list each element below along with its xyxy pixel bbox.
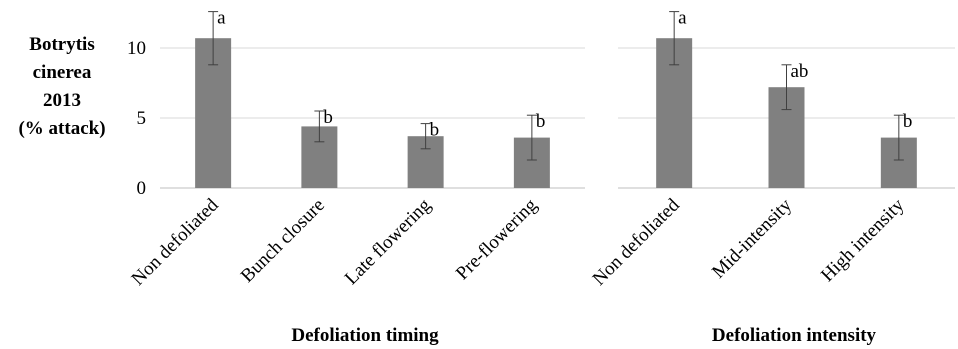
category-label: Non defoliated xyxy=(589,194,684,289)
significance-letter: b xyxy=(323,107,333,128)
category-label: Pre-flowering xyxy=(452,194,542,284)
y-axis-label: Botrytis cinerea 2013 (% attack) xyxy=(18,34,105,139)
category-label: High intensity xyxy=(817,194,909,286)
y-axis-label-line: 2013 xyxy=(43,90,81,111)
chart-panel-defoliation-intensity: a Non defoliated ab Mid-intensity b High inte… xyxy=(589,8,955,346)
category-label: Non defoliated xyxy=(128,194,223,289)
significance-letter: ab xyxy=(791,61,809,82)
category-label: Late flowering xyxy=(341,194,436,289)
y-tick-label: 10 xyxy=(127,38,146,59)
significance-letter: b xyxy=(536,111,546,132)
category-label: Mid-intensity xyxy=(708,194,796,282)
y-axis-label-line: Botrytis xyxy=(29,34,94,55)
significance-letter: b xyxy=(430,120,440,141)
category-label: Bunch closure xyxy=(237,195,329,287)
y-axis-label-line: (% attack) xyxy=(18,118,105,139)
significance-letter: b xyxy=(903,111,913,132)
y-tick-label: 5 xyxy=(137,108,147,129)
significance-letter: a xyxy=(678,8,687,29)
x-axis-title: Defoliation intensity xyxy=(712,325,877,346)
y-axis-label-line: cinerea xyxy=(33,62,92,83)
x-axis-title: Defoliation timing xyxy=(291,325,439,346)
chart-panel-defoliation-timing: 0 5 10 a Non defoliated b Bunch closure b Late f… xyxy=(127,8,585,346)
significance-letter: a xyxy=(217,8,226,29)
y-tick-label: 0 xyxy=(137,178,147,199)
